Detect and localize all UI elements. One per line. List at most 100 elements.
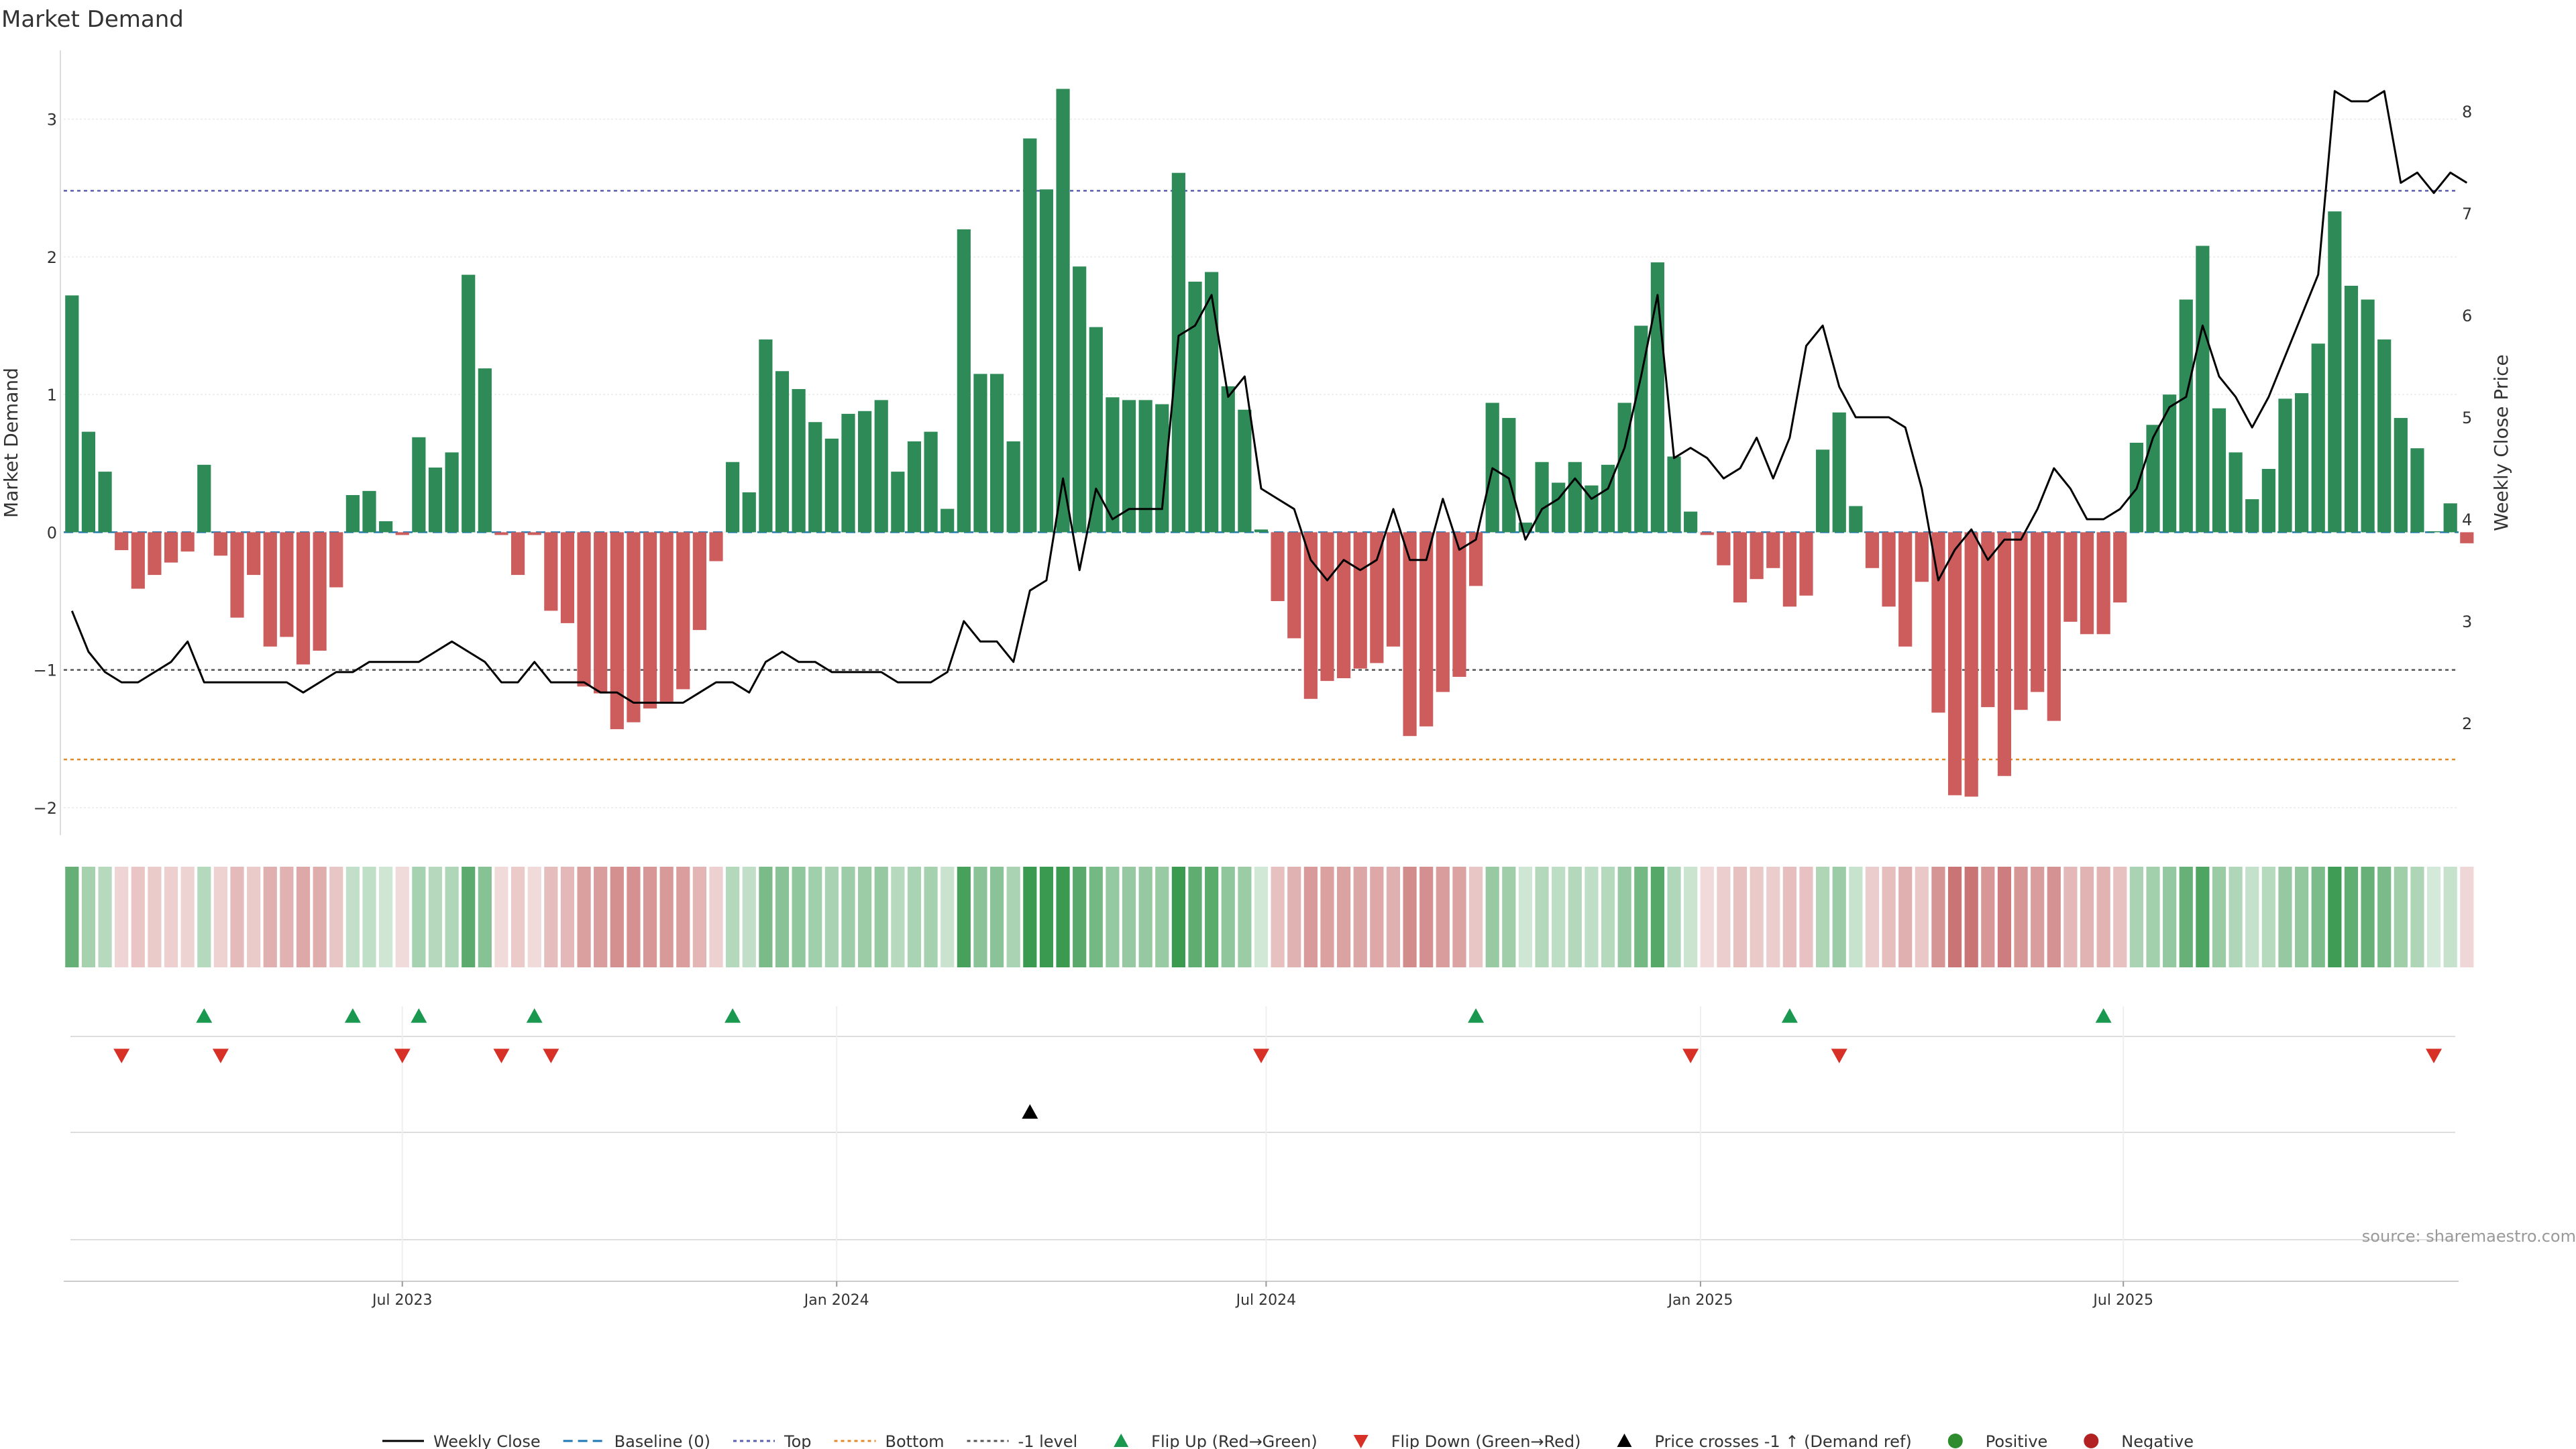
demand-bar — [1617, 402, 1631, 533]
demand-bar — [1750, 532, 1764, 580]
strip-cell — [1419, 867, 1434, 967]
demand-bar — [213, 532, 227, 556]
demand-bar — [180, 532, 195, 552]
demand-bar — [1931, 532, 1945, 713]
strip-cell — [1271, 867, 1285, 967]
demand-bar — [2031, 532, 2045, 692]
y-axis-label-right: Weekly Close Price — [2490, 354, 2512, 531]
strip-cell — [115, 867, 129, 967]
demand-bar — [1271, 532, 1285, 602]
strip-cell — [924, 867, 938, 967]
legend-item: Top — [733, 1432, 812, 1449]
demand-bar — [1254, 529, 1269, 533]
demand-bar — [560, 532, 575, 623]
legend-item: Weekly Close — [382, 1432, 541, 1449]
legend-label: Top — [784, 1432, 812, 1449]
strip-cell — [1403, 867, 1417, 967]
strip-cell — [1617, 867, 1631, 967]
strip-cell — [643, 867, 657, 967]
demand-bar — [1568, 462, 1582, 533]
strip-cell — [2146, 867, 2160, 967]
demand-bar — [1039, 189, 1054, 533]
strip-cell — [362, 867, 376, 967]
demand-bar — [1717, 532, 1731, 566]
strip-cell — [2047, 867, 2061, 967]
strip-cell — [2063, 867, 2078, 967]
demand-bar — [1106, 397, 1120, 533]
demand-bar — [2443, 503, 2457, 533]
strip-cell — [1964, 867, 1978, 967]
strip-cell — [2179, 867, 2193, 967]
demand-bar — [577, 532, 591, 687]
demand-bar — [1023, 138, 1037, 533]
demand-bar — [2295, 393, 2309, 533]
demand-bar — [1733, 532, 1748, 603]
demand-bar — [1816, 449, 1830, 533]
strip-cell — [726, 867, 740, 967]
strip-cell — [2426, 867, 2441, 967]
demand-bar — [296, 532, 311, 665]
event-lanes — [70, 1006, 2455, 1281]
x-tick-label: Jul 2025 — [2092, 1292, 2153, 1309]
strip-cell — [824, 867, 839, 967]
demand-bar — [2377, 339, 2392, 533]
demand-bar — [263, 532, 277, 647]
demand-bar — [2261, 469, 2275, 533]
demand-bar — [2113, 532, 2127, 603]
strip-cell — [2261, 867, 2275, 967]
demand-bar — [1370, 532, 1384, 663]
demand-bar — [1667, 456, 1681, 533]
flip-down-marker — [1831, 1049, 1847, 1063]
strip-cell — [2278, 867, 2292, 967]
y-tick-label-left: 2 — [47, 248, 57, 267]
demand-bar — [2278, 398, 2292, 533]
strip-cell — [1733, 867, 1748, 967]
legend-symbol — [1947, 1434, 1963, 1448]
strip-cell — [2344, 867, 2359, 967]
demand-bar — [428, 467, 443, 533]
demand-bar — [2014, 532, 2028, 710]
demand-bar — [1089, 327, 1103, 533]
demand-bar — [1386, 532, 1401, 647]
strip-cell — [329, 867, 343, 967]
strip-cell — [2410, 867, 2424, 967]
strip-cell — [412, 867, 426, 967]
source-note: source: sharemaestro.com — [2362, 1227, 2576, 1246]
strip-cell — [1039, 867, 1054, 967]
strip-cell — [1436, 867, 1450, 967]
demand-bar — [1138, 400, 1152, 533]
chart-title: Market Demand — [1, 6, 184, 33]
strip-cell — [1650, 867, 1664, 967]
strip-cell — [98, 867, 112, 967]
strip-cell — [1287, 867, 1301, 967]
legend-symbol — [1617, 1434, 1632, 1447]
demand-bar — [907, 441, 922, 533]
demand-bar — [2229, 452, 2243, 533]
demand-bar — [2394, 418, 2408, 533]
strip-cell — [1634, 867, 1648, 967]
y-tick-label-left: −2 — [34, 799, 57, 818]
strip-cell — [1106, 867, 1120, 967]
flip-down-marker — [1682, 1049, 1699, 1063]
strip-cell — [1849, 867, 1863, 967]
demand-bar — [2146, 425, 2160, 533]
flip-up-marker — [1781, 1008, 1798, 1023]
demand-bar — [957, 229, 971, 533]
strip-cell — [131, 867, 145, 967]
strip-cell — [1337, 867, 1351, 967]
demand-bar — [891, 472, 905, 533]
demand-bar — [1552, 482, 1566, 533]
x-axis: Jul 2023 Jan 2024 Jul 2024 Jan 2025 Jul 2025 — [64, 1281, 2459, 1309]
strip-cell — [1056, 867, 1070, 967]
y-tick-label-right: 6 — [2462, 307, 2472, 325]
strip-cell — [313, 867, 327, 967]
strip-cell — [1221, 867, 1235, 967]
strip-cell — [1518, 867, 1533, 967]
strip-cell — [594, 867, 608, 967]
weekly-close-line — [70, 90, 2468, 704]
demand-bar — [692, 532, 706, 631]
demand-bar — [1337, 532, 1351, 678]
x-tick-label: Jan 2025 — [1666, 1292, 1733, 1309]
strip-cell — [841, 867, 855, 967]
demand-bars — [65, 89, 2474, 797]
